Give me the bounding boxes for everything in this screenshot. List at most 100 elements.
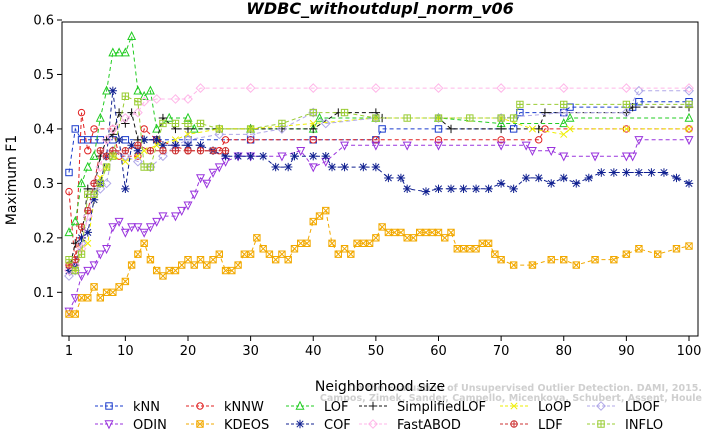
data-point-lof: [152, 123, 162, 133]
data-point-knnw: [221, 136, 230, 144]
data-point-inflo: [71, 266, 79, 275]
watermark: On the Evaluation of Unsupervised Outlie…: [320, 383, 702, 404]
data-point-ldof: [132, 156, 143, 167]
plot-frame: [61, 21, 699, 337]
y-tick-label: 0.1: [33, 286, 54, 301]
data-point-kdeos: [178, 261, 186, 269]
data-point-odin: [189, 190, 199, 200]
data-point-inflo: [309, 108, 317, 117]
data-point-kdeos: [297, 239, 305, 248]
data-point-odin: [628, 152, 638, 162]
data-point-lof: [120, 47, 130, 57]
data-point-kdeos: [441, 234, 449, 242]
data-point-lof: [164, 112, 174, 122]
data-point-odin: [527, 147, 537, 157]
data-point-inflo: [102, 163, 111, 171]
data-point-kdeos: [409, 234, 418, 242]
data-point-simplifiedlof: [534, 124, 543, 134]
data-point-odin: [114, 217, 124, 227]
data-point-kdeos: [378, 223, 386, 231]
data-point-kdeos: [159, 272, 167, 280]
data-point-kdeos: [240, 250, 249, 258]
data-point-kdeos: [472, 245, 480, 253]
data-point-kdeos: [121, 277, 130, 286]
data-point-cof: [572, 179, 581, 188]
x-tick-label: 70: [493, 344, 510, 359]
data-point-ldof: [120, 151, 131, 162]
data-point-kdeos: [228, 266, 236, 275]
data-point-lof: [684, 112, 694, 122]
data-point-ldf: [146, 147, 155, 155]
data-point-lof: [89, 150, 99, 160]
data-point-odin: [277, 152, 287, 162]
data-point-ldf: [159, 147, 167, 155]
data-point-kdeos: [309, 217, 317, 226]
data-point-inflo: [140, 163, 148, 171]
legend-item-inflo: INFLO: [587, 418, 663, 433]
legend-marker-ldf: [510, 420, 518, 428]
data-point-inflo: [134, 97, 142, 106]
data-point-knnw: [434, 136, 443, 144]
data-point-lof: [108, 47, 118, 57]
data-point-cof: [340, 162, 349, 172]
data-point-kdeos: [171, 266, 180, 275]
y-tick-label: 0.5: [33, 68, 54, 83]
data-point-odin: [590, 152, 600, 162]
data-point-ldof: [158, 151, 168, 162]
data-point-cof: [246, 151, 255, 161]
data-point-inflo: [622, 100, 631, 109]
legend-marker-knn: [105, 402, 113, 410]
data-point-knn: [71, 125, 79, 133]
data-point-inflo: [109, 152, 117, 160]
legend-label-knnw: kNNW: [224, 400, 264, 415]
data-point-inflo: [434, 114, 443, 122]
data-point-cof: [647, 168, 656, 177]
data-point-kdeos: [246, 250, 255, 258]
data-point-kdeos: [328, 239, 336, 248]
data-point-odin: [108, 223, 118, 233]
data-point-ldof: [621, 107, 632, 118]
data-point-knn: [560, 108, 568, 117]
data-point-odin: [546, 147, 556, 157]
legend-label-cof: COF: [324, 418, 351, 433]
data-point-cof: [221, 151, 230, 161]
data-point-loop: [121, 158, 129, 166]
data-point-lof: [83, 161, 93, 171]
data-point-inflo: [77, 250, 86, 258]
data-point-kdeos: [572, 261, 580, 269]
data-point-loop: [171, 136, 180, 144]
legend-marker-loop: [510, 402, 518, 410]
data-point-lof: [70, 216, 80, 226]
legend-item-fastabod: FastABOD: [359, 418, 461, 433]
data-point-cof: [127, 141, 136, 150]
data-point-lof: [314, 112, 325, 122]
data-point-cof: [139, 135, 149, 145]
series-kdeos: [65, 206, 693, 318]
data-point-knn: [516, 108, 524, 117]
data-point-ldof: [76, 238, 87, 249]
data-point-fastabod: [120, 113, 131, 123]
data-point-cof: [158, 141, 168, 150]
legend-label-knn: kNN: [133, 400, 160, 415]
data-point-cof: [559, 173, 568, 183]
data-point-cof: [421, 187, 431, 196]
data-point-kdeos: [265, 250, 274, 258]
data-point-kdeos: [284, 255, 292, 264]
series-line-ldf: [68, 144, 226, 266]
data-point-kdeos: [347, 250, 355, 258]
legend-marker-inflo: [597, 420, 605, 428]
data-point-odin: [402, 141, 412, 151]
legend-item-lof: LOF: [286, 400, 349, 415]
chart-title: WDBC_withoutdupl_norm_v06: [246, 0, 514, 18]
legend-item-knnw: kNNW: [186, 400, 264, 415]
data-point-odin: [296, 147, 306, 157]
data-point-kdeos: [77, 294, 86, 302]
data-point-cof: [534, 173, 543, 183]
data-point-cof: [547, 179, 556, 188]
legend-marker-lof: [295, 400, 305, 410]
data-point-fastabod: [170, 94, 181, 104]
data-point-lof: [559, 118, 569, 128]
data-point-ldof: [64, 271, 74, 281]
data-point-odin: [684, 136, 694, 146]
data-point-kdeos: [259, 245, 267, 253]
